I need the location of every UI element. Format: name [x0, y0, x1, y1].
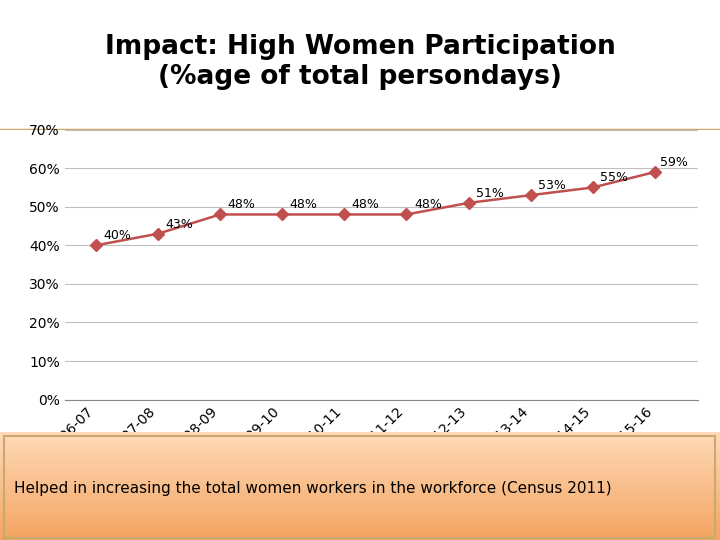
Text: 43%: 43%	[166, 218, 193, 231]
Text: 51%: 51%	[476, 187, 504, 200]
Text: 48%: 48%	[228, 198, 256, 211]
Text: 48%: 48%	[289, 198, 318, 211]
Text: 40%: 40%	[103, 229, 131, 242]
Text: 48%: 48%	[352, 198, 379, 211]
Text: Helped in increasing the total women workers in the workforce (Census 2011): Helped in increasing the total women wor…	[14, 481, 612, 496]
Text: 53%: 53%	[538, 179, 566, 192]
Text: Impact: High Women Participation
(%age of total persondays): Impact: High Women Participation (%age o…	[104, 34, 616, 90]
Text: 48%: 48%	[414, 198, 442, 211]
Text: 59%: 59%	[660, 156, 688, 169]
Text: 55%: 55%	[600, 171, 629, 184]
